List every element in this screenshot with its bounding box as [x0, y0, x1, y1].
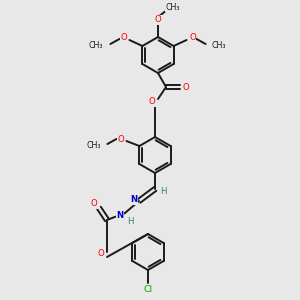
Text: N: N — [116, 211, 124, 220]
Text: CH₃: CH₃ — [89, 40, 104, 50]
Text: Cl: Cl — [143, 284, 153, 293]
Text: O: O — [91, 200, 98, 208]
Text: O: O — [148, 98, 155, 106]
Text: O: O — [189, 34, 196, 43]
Text: O: O — [120, 34, 127, 43]
Text: O: O — [183, 82, 189, 91]
Text: H: H — [160, 188, 166, 196]
Text: O: O — [98, 248, 104, 257]
Text: CH₃: CH₃ — [212, 40, 226, 50]
Text: H: H — [127, 218, 133, 226]
Text: CH₃: CH₃ — [166, 2, 180, 11]
Text: O: O — [154, 16, 161, 25]
Text: O: O — [117, 134, 124, 143]
Text: CH₃: CH₃ — [87, 140, 101, 149]
Text: N: N — [130, 196, 138, 205]
